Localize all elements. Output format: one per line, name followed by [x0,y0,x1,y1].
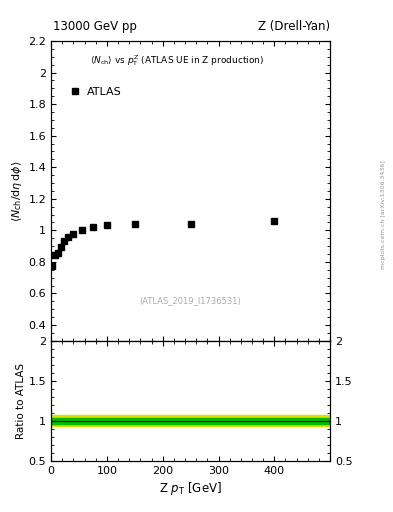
Text: mcplots.cern.ch [arXiv:1306.3436]: mcplots.cern.ch [arXiv:1306.3436] [381,161,386,269]
ATLAS [188,221,193,227]
ATLAS [79,227,84,233]
ATLAS [272,218,277,224]
X-axis label: Z $p_{\rm T}$ [GeV]: Z $p_{\rm T}$ [GeV] [159,480,222,497]
Line: ATLAS: ATLAS [49,218,278,269]
ATLAS [71,231,76,238]
Text: (ATLAS_2019_I1736531): (ATLAS_2019_I1736531) [140,296,241,305]
ATLAS [66,234,70,241]
Text: 13000 GeV pp: 13000 GeV pp [53,20,137,33]
ATLAS [105,222,109,228]
Y-axis label: $\langle N_{\rm ch}/{\rm d}\eta\,{\rm d}\phi\rangle$: $\langle N_{\rm ch}/{\rm d}\eta\,{\rm d}… [10,160,24,222]
ATLAS [59,244,63,250]
Y-axis label: Ratio to ATLAS: Ratio to ATLAS [16,363,26,439]
ATLAS [61,239,66,245]
ATLAS [56,250,61,257]
Legend: ATLAS: ATLAS [68,82,126,101]
ATLAS [50,263,55,269]
Text: Z (Drell-Yan): Z (Drell-Yan) [258,20,330,33]
ATLAS [132,221,137,227]
ATLAS [91,224,95,230]
Text: $\langle N_{\rm ch}\rangle$ vs $p^{\rm Z}_{\rm T}$ (ATLAS UE in Z production): $\langle N_{\rm ch}\rangle$ vs $p^{\rm Z… [90,53,264,68]
ATLAS [53,252,58,258]
